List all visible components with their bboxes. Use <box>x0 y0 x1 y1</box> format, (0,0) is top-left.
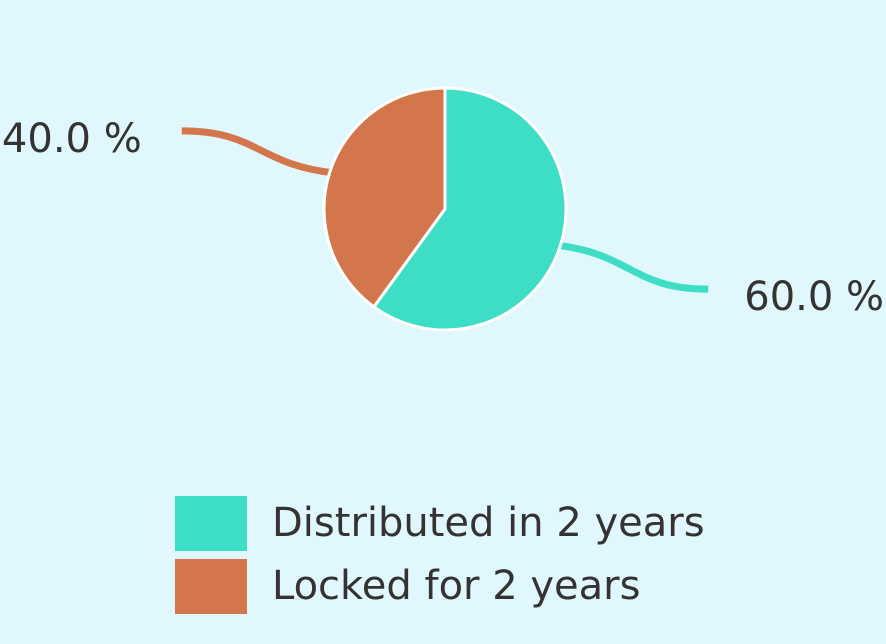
data-label: 60.0 % <box>744 274 884 320</box>
pie-slice <box>371 86 568 332</box>
leader-line <box>555 241 709 293</box>
legend-swatch <box>175 559 247 614</box>
legend-swatch <box>175 496 247 551</box>
pie-slice <box>322 86 447 309</box>
data-label: 40.0 % <box>2 116 142 162</box>
legend-label: Locked for 2 years <box>272 563 640 609</box>
legend-label: Distributed in 2 years <box>272 500 705 546</box>
leader-line <box>181 127 335 177</box>
